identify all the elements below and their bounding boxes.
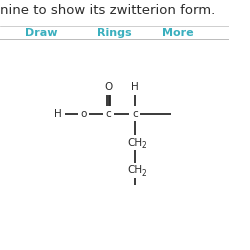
Text: H: H <box>131 82 139 92</box>
Text: More: More <box>162 28 194 38</box>
Text: H: H <box>54 109 62 119</box>
Text: Rings: Rings <box>97 28 132 38</box>
Text: O: O <box>104 82 113 92</box>
Text: nine to show its zwitterion form.: nine to show its zwitterion form. <box>0 4 215 17</box>
Text: c: c <box>106 109 112 119</box>
Text: 2: 2 <box>141 168 146 177</box>
Text: 2: 2 <box>141 141 146 150</box>
Text: o: o <box>80 109 86 119</box>
Text: CH: CH <box>127 138 142 147</box>
Text: Draw: Draw <box>25 28 58 38</box>
Text: CH: CH <box>127 165 142 175</box>
Text: c: c <box>132 109 138 119</box>
